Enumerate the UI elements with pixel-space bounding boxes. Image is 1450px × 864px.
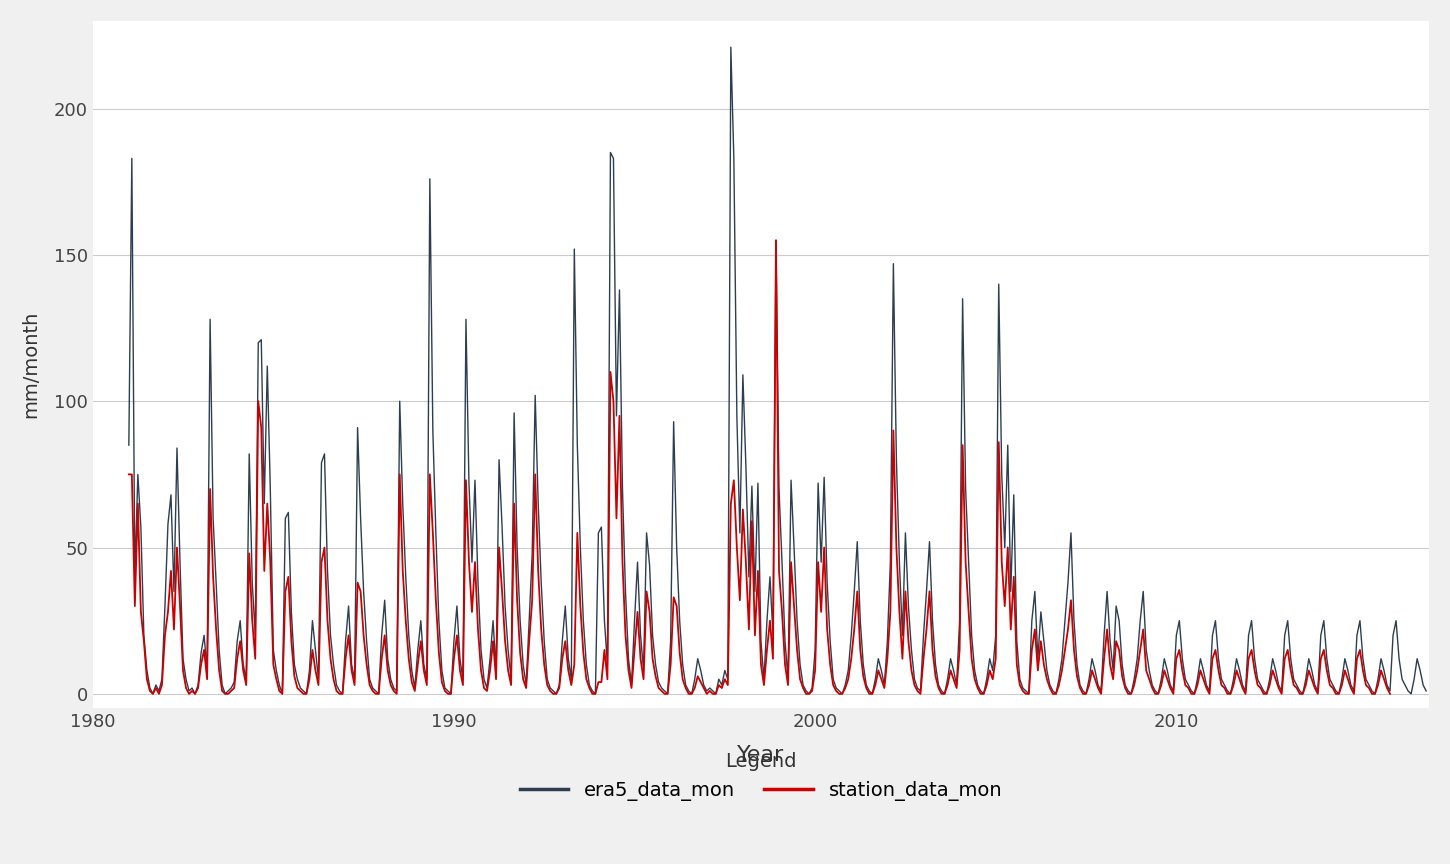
Y-axis label: mm/month: mm/month (20, 311, 39, 418)
era5_data_mon (144, 689, 161, 699)
station_data_mon (1164, 689, 1182, 699)
station_data_mon (165, 625, 183, 635)
X-axis label: Year: Year (737, 746, 784, 766)
era5_data_mon (120, 440, 138, 450)
station_data_mon (545, 689, 563, 699)
era5_data_mon (1315, 615, 1333, 626)
era5_data_mon (222, 683, 239, 693)
station_data_mon (120, 469, 138, 480)
station_data_mon (767, 235, 784, 245)
era5_data_mon (1153, 674, 1170, 684)
era5_data_mon (1125, 674, 1143, 684)
Line: era5_data_mon: era5_data_mon (129, 48, 1427, 694)
station_data_mon (144, 689, 161, 699)
Legend: era5_data_mon, station_data_mon: era5_data_mon, station_data_mon (512, 745, 1009, 809)
Line: station_data_mon: station_data_mon (129, 240, 1391, 694)
era5_data_mon (879, 636, 896, 646)
station_data_mon (747, 630, 764, 640)
era5_data_mon (1418, 686, 1436, 696)
station_data_mon (1333, 680, 1350, 690)
station_data_mon (1382, 689, 1399, 699)
era5_data_mon (722, 42, 740, 53)
era5_data_mon (1027, 587, 1044, 597)
station_data_mon (686, 683, 703, 693)
